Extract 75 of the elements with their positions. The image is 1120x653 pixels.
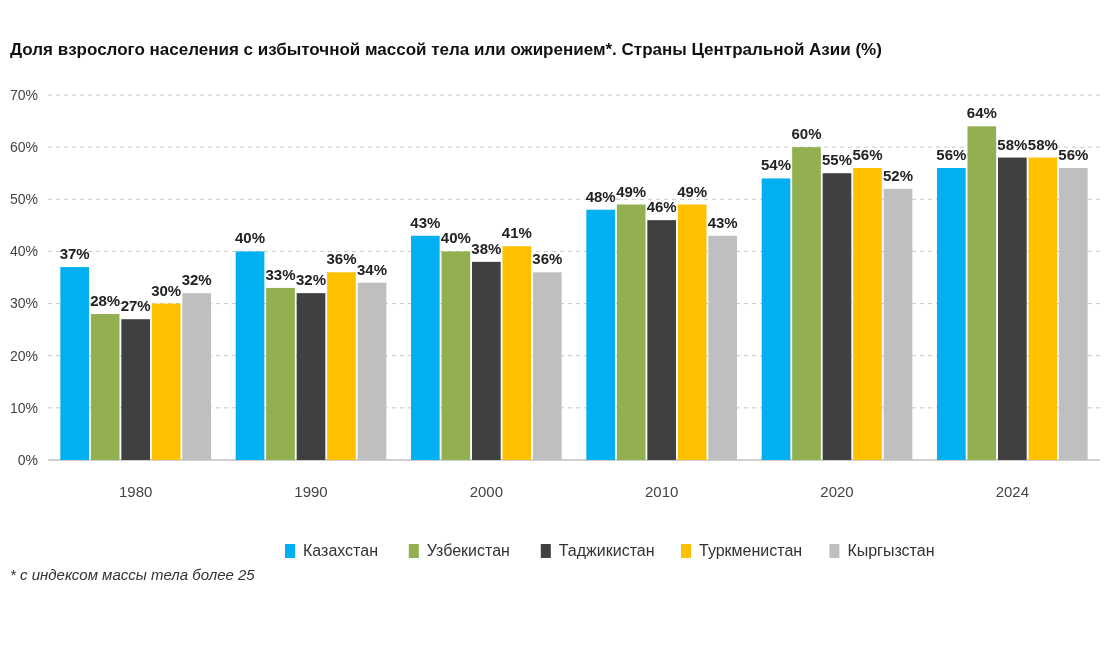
bar	[792, 147, 821, 460]
data-label: 43%	[707, 213, 738, 231]
bar	[822, 173, 852, 460]
data-label: 55%	[821, 151, 853, 169]
bar	[998, 157, 1027, 460]
data-label: 40%	[235, 229, 266, 247]
data-label: 43%	[410, 213, 441, 231]
x-tick-label: 2010	[644, 483, 679, 500]
y-tick-label: 60%	[9, 139, 38, 156]
data-label: 38%	[471, 239, 502, 257]
bar	[472, 261, 501, 460]
x-tick-label: 2000	[469, 483, 504, 500]
data-label: 49%	[616, 182, 647, 200]
data-label: 58%	[997, 135, 1028, 153]
bar	[937, 168, 966, 460]
bar	[411, 235, 440, 460]
data-label: 56%	[1058, 146, 1089, 163]
data-label: 30%	[151, 281, 182, 299]
data-label: 27%	[120, 297, 151, 315]
y-tick-label: 30%	[9, 295, 38, 312]
legend-label: Кыргызстан	[847, 542, 935, 559]
data-label: 33%	[265, 265, 296, 283]
legend-label: Таджикистан	[558, 542, 655, 559]
bar	[151, 303, 181, 460]
y-tick-label: 40%	[9, 243, 38, 260]
bar	[853, 168, 882, 460]
legend-label: Казахстан	[303, 542, 378, 559]
data-label: 32%	[295, 271, 327, 289]
x-tick-label: 1990	[294, 483, 328, 500]
data-label: 41%	[501, 224, 532, 242]
legend-label: Туркменистан	[699, 542, 803, 559]
y-tick-label: 70%	[9, 86, 38, 103]
data-label: 58%	[1027, 135, 1058, 153]
text: * с индексом массы тела более 25	[10, 566, 256, 583]
data-label: 40%	[440, 229, 471, 247]
bar	[441, 251, 471, 460]
data-label: 60%	[791, 125, 822, 143]
data-label: 32%	[181, 271, 212, 289]
bar	[967, 126, 997, 460]
data-label: 46%	[646, 198, 677, 216]
y-tick-label: 20%	[9, 347, 38, 364]
bar	[121, 319, 150, 460]
data-label: 37%	[59, 245, 90, 263]
bar	[647, 220, 676, 460]
data-label: 54%	[761, 156, 792, 174]
bar	[235, 251, 265, 460]
bar	[677, 204, 707, 460]
data-label: 36%	[326, 250, 357, 268]
data-label: 34%	[356, 260, 387, 278]
x-tick-label: 2024	[995, 483, 1030, 500]
bar	[60, 267, 90, 460]
data-label: 56%	[852, 146, 883, 163]
bar	[616, 204, 646, 460]
data-label: 56%	[936, 146, 967, 163]
bar	[90, 314, 120, 460]
bar	[761, 178, 791, 460]
data-label: 52%	[882, 166, 913, 184]
y-tick-label: 50%	[9, 191, 38, 208]
data-label: 36%	[532, 250, 563, 268]
data-label: 49%	[677, 182, 708, 200]
x-tick-label: 1980	[118, 483, 153, 500]
bar	[327, 272, 356, 460]
bar	[296, 293, 326, 460]
data-label: 64%	[966, 104, 997, 122]
bar	[502, 246, 532, 460]
legend-label: Узбекистан	[426, 542, 510, 559]
data-label: 28%	[90, 292, 121, 309]
y-tick-label: 10%	[9, 399, 38, 416]
x-tick-label: 2020	[820, 483, 854, 500]
data-label: 48%	[585, 187, 616, 205]
bar	[1028, 157, 1058, 460]
bar	[586, 209, 616, 460]
y-tick-label: 0%	[17, 451, 38, 468]
chart-title: Доля взрослого населения с избыточной массой тела или ожирением*. Страны Центральной Азии (%)	[10, 40, 882, 59]
bar	[266, 287, 295, 460]
